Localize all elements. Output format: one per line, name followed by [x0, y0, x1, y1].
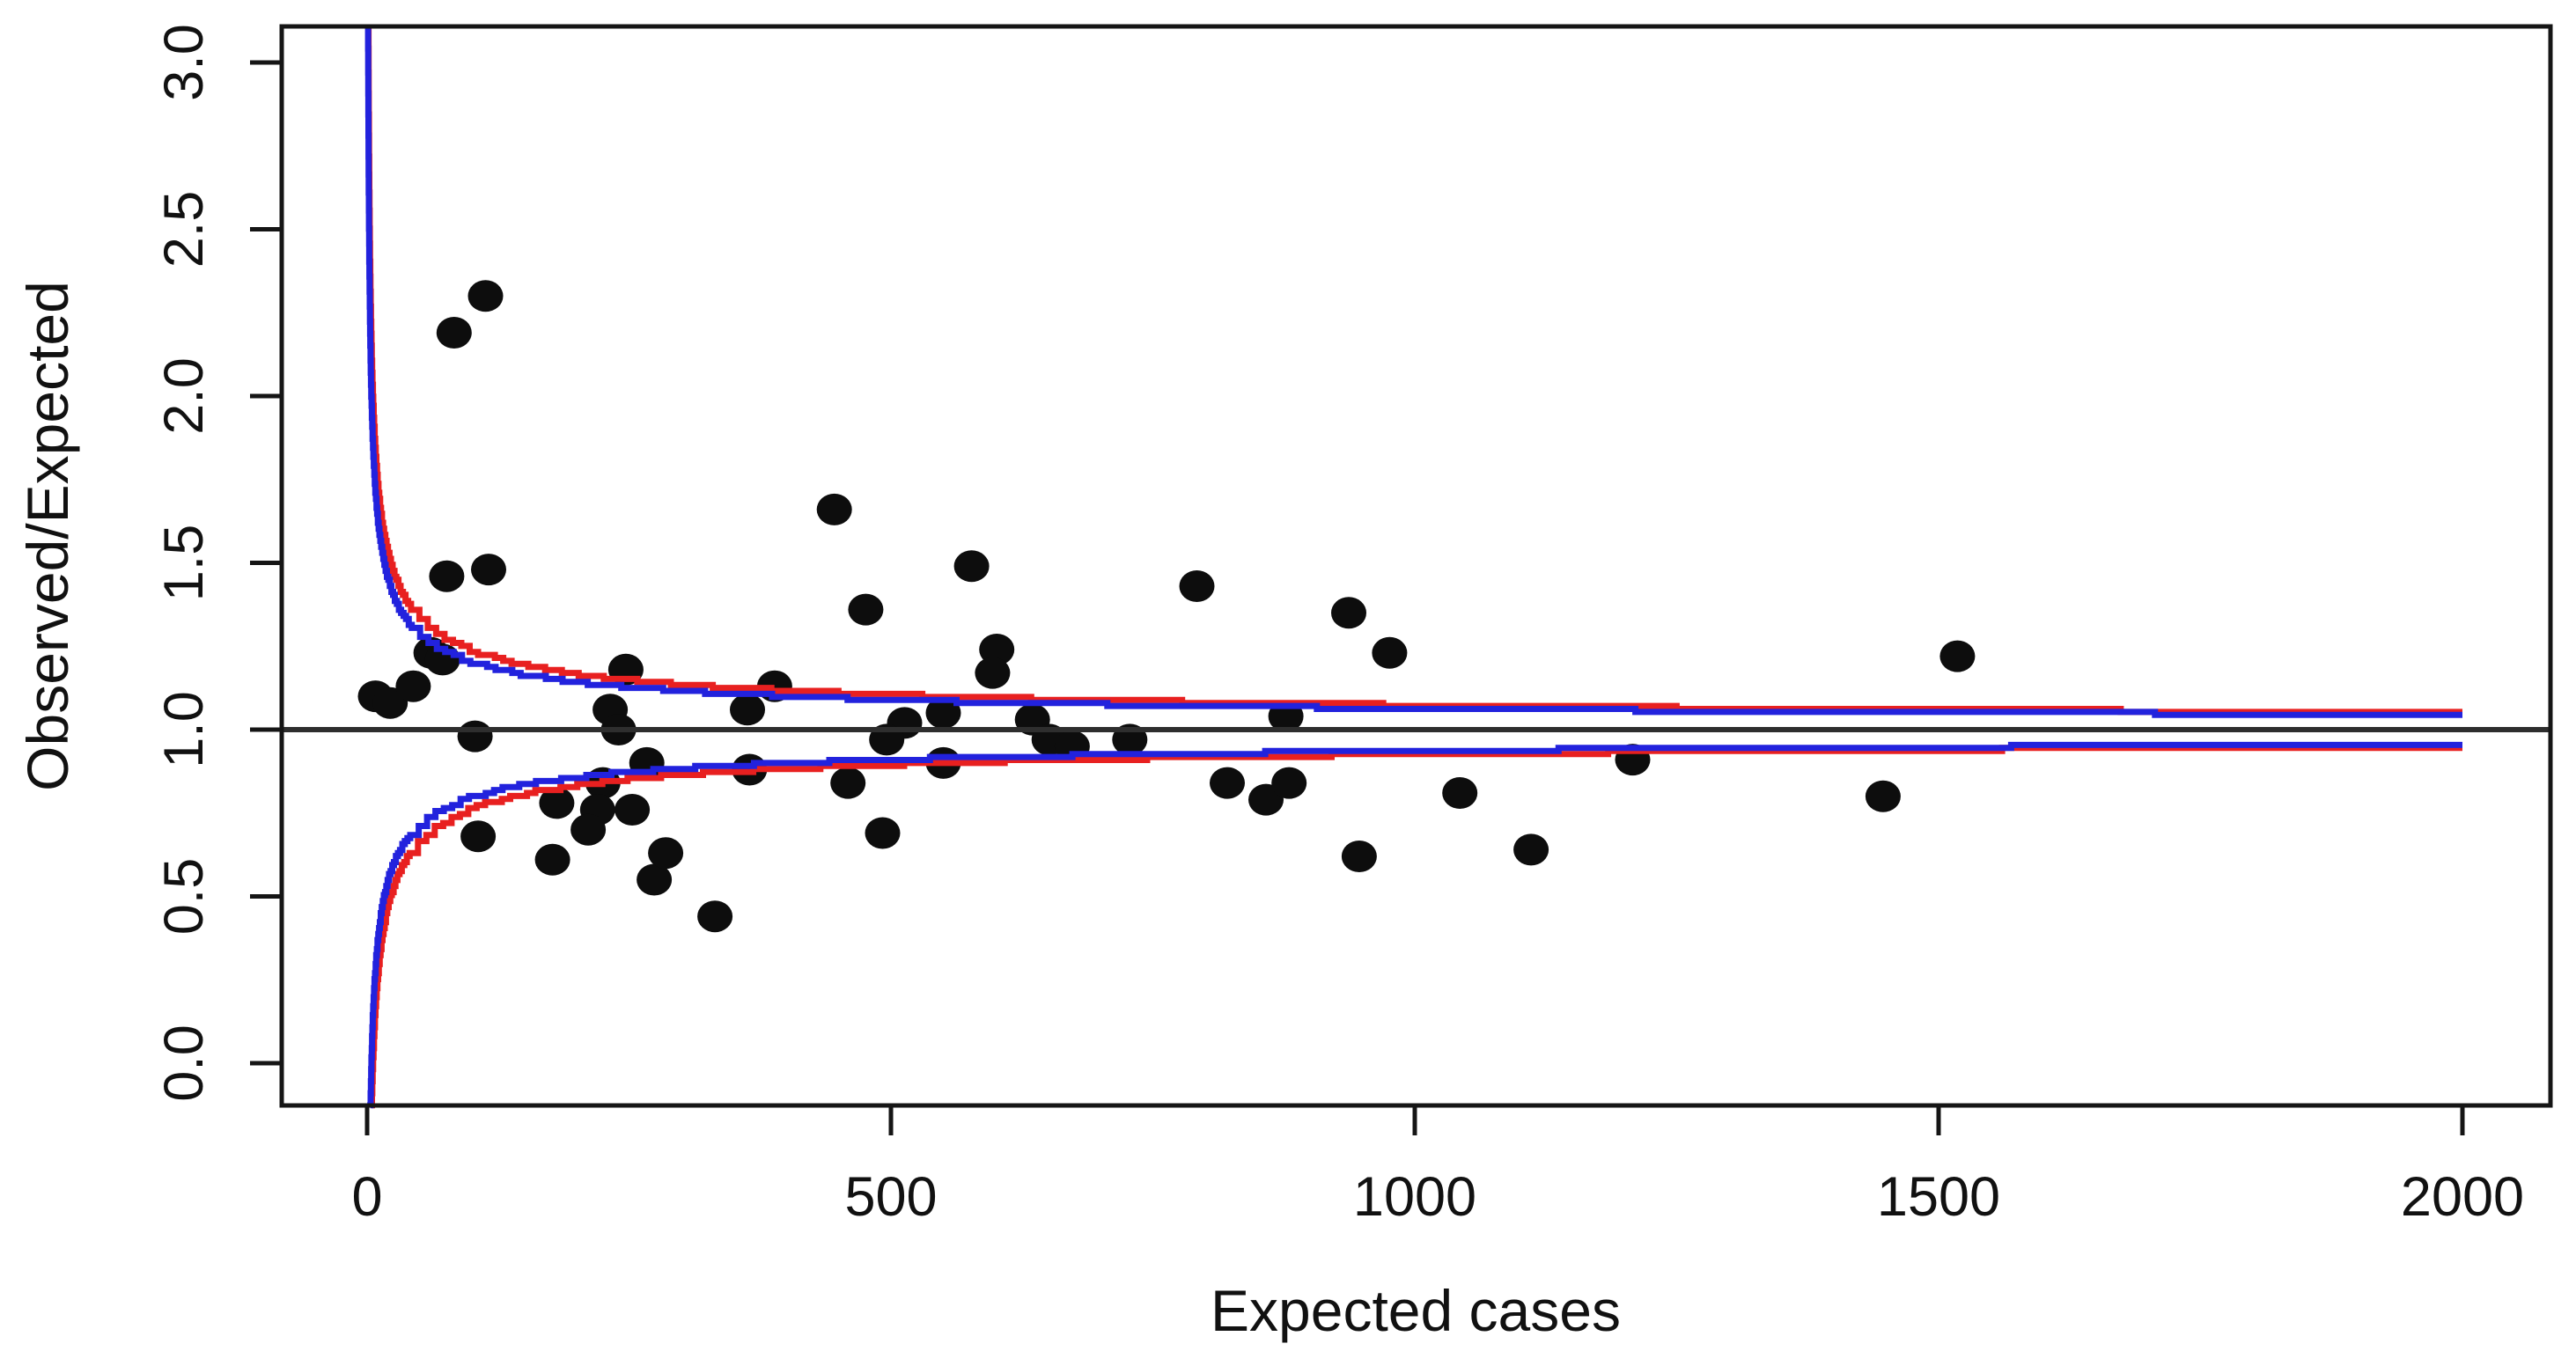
x-axis-tick-label: 1000 — [1353, 1166, 1476, 1228]
x-axis-tick-label: 500 — [844, 1166, 937, 1228]
data-point — [467, 280, 504, 312]
data-point — [1442, 777, 1478, 809]
data-point — [539, 787, 575, 819]
data-point — [730, 694, 765, 726]
data-points-layer — [357, 280, 1976, 933]
upper-control-limit-blue — [364, 26, 2462, 718]
lower-control-limit-blue — [367, 741, 2462, 1109]
data-point — [637, 863, 673, 896]
data-point — [925, 697, 961, 729]
data-point — [436, 317, 472, 349]
data-point — [648, 837, 684, 870]
data-point — [865, 817, 901, 849]
lower-control-limit-red — [368, 745, 2462, 1109]
y-axis-title: Observed/Expected — [15, 281, 80, 791]
data-point — [615, 794, 651, 826]
y-axis-tick-label: 0.5 — [153, 858, 215, 936]
x-axis-title: Expected cases — [1211, 1278, 1621, 1343]
data-point — [1210, 767, 1245, 799]
y-axis-tick-label: 3.0 — [153, 24, 215, 101]
data-point — [1341, 841, 1377, 872]
data-point — [953, 550, 990, 583]
plot-box — [279, 24, 2553, 1108]
data-point — [457, 720, 493, 753]
data-point — [534, 843, 570, 876]
axes-layer: 0 500 1000 1500 2000 0.0 0.5 1.0 1.5 2.0 2.5 3.0 — [153, 24, 2553, 1228]
x-axis-tick-label: 2000 — [2401, 1166, 2524, 1228]
data-point — [697, 900, 733, 933]
data-point — [975, 657, 1011, 689]
data-point — [979, 634, 1015, 665]
data-point — [848, 593, 884, 626]
data-point — [1271, 767, 1307, 799]
data-point — [429, 560, 465, 592]
curves-layer — [282, 24, 2550, 1109]
data-point — [1865, 780, 1901, 812]
data-point — [1939, 640, 1976, 672]
data-point — [471, 554, 506, 586]
data-point — [1513, 833, 1549, 866]
x-axis-tick-label: 1500 — [1877, 1166, 2000, 1228]
data-point — [460, 820, 497, 853]
y-axis-tick-label: 0.0 — [153, 1024, 215, 1102]
data-point — [1331, 597, 1366, 629]
y-axis-tick-label: 2.5 — [153, 191, 215, 268]
data-point — [1179, 570, 1215, 602]
data-point — [395, 670, 431, 702]
data-point — [570, 813, 607, 846]
upper-control-limit-red — [365, 24, 2462, 716]
y-axis-tick-label: 1.0 — [153, 691, 215, 768]
data-point — [1372, 636, 1408, 669]
data-point — [830, 767, 866, 799]
y-axis-tick-label: 1.5 — [153, 525, 215, 602]
data-point — [816, 493, 852, 525]
x-axis-tick-label: 0 — [351, 1166, 382, 1228]
y-axis-tick-label: 2.0 — [153, 357, 215, 435]
